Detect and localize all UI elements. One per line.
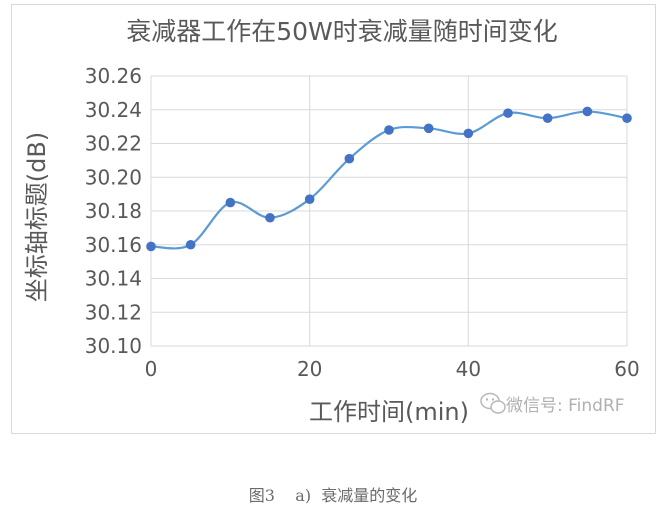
x-tick-label: 20 (297, 357, 322, 381)
chart-area: 30.10 30.12 30.14 30.16 30.18 30.20 30.22 30.24… (23, 17, 640, 426)
y-tick-label: 30.24 (85, 98, 142, 122)
figure-caption: 图3 a) 衰减量的变化 (248, 486, 418, 505)
data-point (265, 212, 275, 223)
chart-frame: 30.10 30.12 30.14 30.16 30.18 30.20 30.22 30.24… (11, 4, 656, 434)
wechat-icon (480, 392, 506, 414)
x-tick-label: 40 (456, 357, 481, 381)
data-point (463, 128, 474, 139)
data-point (304, 194, 315, 204)
data-point (503, 108, 513, 118)
tick-layer: 30.10 30.12 30.14 30.16 30.18 30.20 30.22 30.24… (85, 64, 640, 381)
data-point (185, 239, 196, 250)
y-tick-label: 30.10 (85, 334, 142, 358)
watermark: 微信号: FindRF (480, 392, 625, 416)
data-point (582, 106, 593, 117)
x-tick-label: 60 (614, 357, 639, 381)
y-tick-label: 30.14 (85, 267, 142, 291)
grid-layer (150, 75, 628, 347)
y-tick-label: 30.12 (85, 300, 142, 324)
data-point (384, 125, 394, 135)
data-point (542, 113, 553, 123)
data-point (344, 153, 355, 164)
series-layer (146, 106, 632, 252)
x-tick-label: 0 (145, 357, 158, 381)
y-tick-label: 30.22 (85, 132, 142, 156)
watermark-text: 微信号: FindRF (506, 396, 625, 416)
data-point (146, 241, 156, 252)
data-point (622, 113, 632, 123)
y-tick-label: 30.26 (85, 64, 142, 88)
y-tick-label: 30.20 (85, 165, 142, 189)
x-axis-label: 工作时间(min) (309, 398, 469, 426)
y-tick-label: 30.16 (85, 233, 142, 257)
data-point (423, 123, 434, 134)
y-tick-label: 30.18 (85, 199, 142, 223)
chart-title: 衰减器工作在50W时衰减量随时间变化 (126, 17, 558, 46)
y-axis-label: 坐标轴标题(dB) (23, 132, 51, 302)
data-point (225, 197, 236, 208)
